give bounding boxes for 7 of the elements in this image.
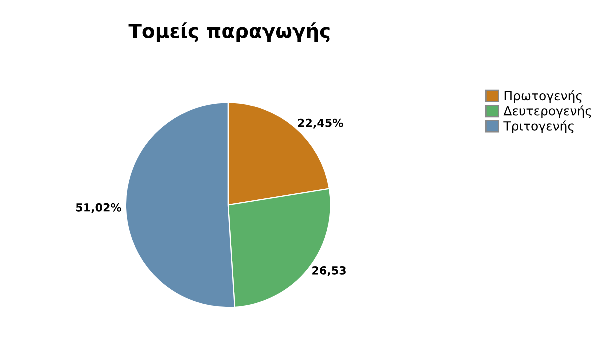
chart-title: Τομείς παραγωγής [128, 22, 330, 42]
data-label: 22,45% [298, 118, 344, 129]
legend-label: Δευτερογενής [504, 106, 592, 118]
legend-label: Τριτογενής [504, 120, 574, 134]
data-label: 51,02% [76, 203, 122, 214]
legend-label: Πρωτογενής [504, 90, 582, 104]
data-label: 26,53 [312, 266, 346, 276]
